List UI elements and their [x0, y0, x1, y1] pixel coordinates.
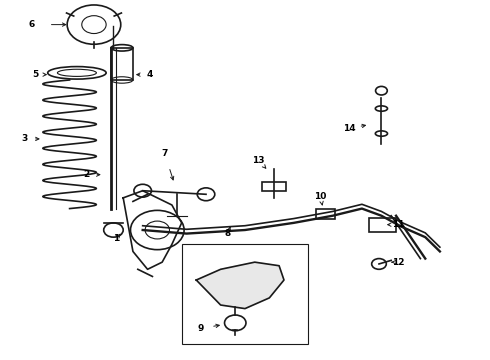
Bar	[316, 208, 335, 219]
Text: 2: 2	[83, 170, 90, 179]
Text: 3: 3	[22, 134, 28, 143]
Text: 5: 5	[32, 70, 39, 79]
Bar	[262, 182, 287, 191]
Bar	[111, 48, 133, 80]
Text: 4: 4	[147, 70, 153, 79]
Text: 13: 13	[252, 156, 265, 165]
Bar	[369, 217, 396, 232]
Text: 12: 12	[392, 258, 405, 267]
Text: 14: 14	[343, 124, 356, 133]
Text: 7: 7	[161, 149, 168, 158]
Text: 11: 11	[392, 220, 405, 229]
Bar	[182, 244, 308, 344]
Polygon shape	[196, 262, 284, 309]
Text: 6: 6	[28, 20, 35, 29]
Text: 10: 10	[314, 192, 327, 201]
Text: 1: 1	[113, 234, 119, 243]
Text: 9: 9	[198, 324, 204, 333]
Text: 8: 8	[225, 229, 231, 238]
